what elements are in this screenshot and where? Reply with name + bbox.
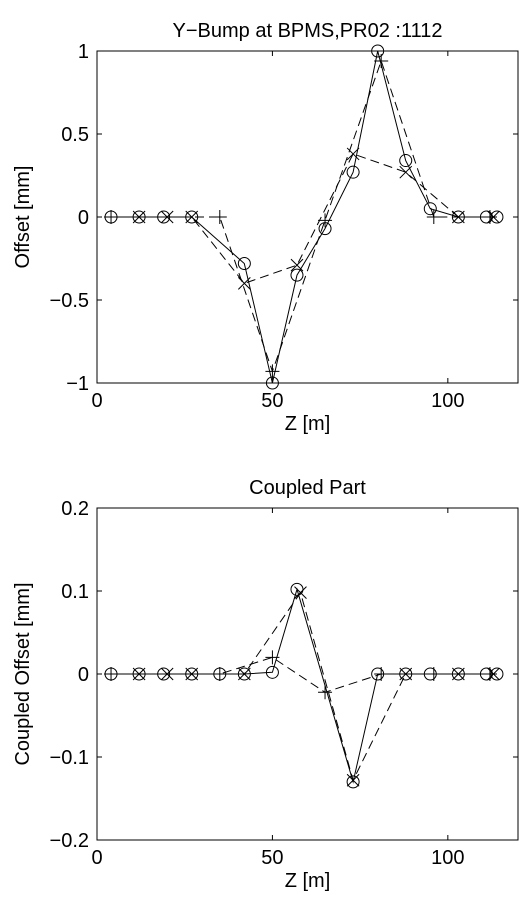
chart-1-series-3 (104, 53, 497, 379)
chart-2-point-x (237, 667, 251, 681)
chart-2-point-plus (104, 667, 119, 681)
chart-1-point-circle (237, 256, 251, 270)
chart-1-xtick-label: 100 (431, 390, 464, 412)
chart-1-ytick-label: −0.5 (50, 290, 89, 312)
chart-2-point-circle (346, 775, 360, 789)
chart-1-point-plus (374, 53, 389, 68)
chart-1-point-x (185, 210, 199, 224)
chart-2-title: Coupled Part (249, 477, 366, 499)
chart-2-xtick-label: 100 (431, 847, 464, 869)
chart-2-ytick-label: −0.1 (50, 747, 89, 769)
chart-1-point-plus (265, 364, 280, 379)
chart-2-xlabel: Z [m] (285, 870, 331, 892)
chart-2-ytick-label: 0.1 (61, 581, 89, 603)
chart-1-point-plus (318, 213, 333, 228)
chart-1-ylabel: Offset [mm] (12, 166, 34, 269)
chart-2-point-plus (426, 667, 441, 681)
chart-1-ytick-label: 0.5 (61, 124, 89, 146)
chart-2-point-circle (265, 665, 279, 679)
chart-1-ytick-label: 0 (78, 207, 89, 229)
chart-1-point-x (346, 147, 360, 161)
chart-2-point-plus (212, 667, 227, 681)
chart-1-ytick-label: −1 (66, 373, 89, 395)
chart-1: 0 50 100 −1 −0.5 0 0.5 1 Y−Bump at BPMS,PR02 :11… (12, 20, 519, 435)
chart-2-point-x (346, 773, 360, 787)
chart-2-ytick-label: 0 (78, 664, 89, 686)
chart-1-xtick-label: 0 (91, 390, 102, 412)
chart-1-ytick-label: 1 (78, 41, 89, 63)
chart-1-point-plus (212, 210, 227, 224)
chart-1-point-circle (371, 44, 385, 58)
chart-2-series-3 (104, 650, 497, 700)
chart-2-point-plus (374, 667, 389, 681)
chart-2-point-plus (318, 685, 333, 700)
chart-1-point-plus (104, 210, 119, 224)
chart-1-point-x (290, 258, 304, 272)
chart-2-point-x (294, 586, 307, 600)
chart-1-point-plus (426, 210, 441, 224)
chart-2-xtick-label: 50 (261, 847, 283, 869)
chart-1-point-circle (346, 165, 360, 179)
chart-1-point-plus (482, 210, 497, 224)
chart-1-point-circle (399, 154, 413, 168)
chart-2-point-circle (290, 582, 304, 596)
chart-2-series-1-line (111, 587, 497, 784)
chart-1-point-circle (290, 268, 304, 282)
chart-2: 0 50 100 −0.2 −0.1 0 0.1 0.2 Coupled Part Z [m] Co… (12, 477, 519, 892)
chart-1-series-2-line (139, 153, 494, 284)
chart-1-xtick-label: 50 (261, 390, 283, 412)
chart-1-series-2 (132, 147, 500, 290)
chart-1-point-x (399, 165, 413, 179)
chart-1-point-circle (423, 202, 437, 216)
chart-1-xlabel: Z [m] (285, 413, 331, 435)
chart-2-point-plus (482, 667, 497, 681)
chart-1-point-x (237, 277, 251, 290)
chart-2-point-plus (265, 650, 280, 665)
chart-2-ytick-label: 0.2 (61, 498, 89, 520)
chart-2-point-x (185, 667, 199, 681)
chart-2-point-x (452, 667, 465, 681)
chart-2-series-1 (104, 582, 504, 789)
chart-2-ylabel: Coupled Offset [mm] (12, 582, 34, 765)
chart-2-ytick-label: −0.2 (50, 830, 89, 852)
chart-2-xtick-label: 0 (91, 847, 102, 869)
chart-1-title: Y−Bump at BPMS,PR02 :1112 (173, 20, 443, 42)
